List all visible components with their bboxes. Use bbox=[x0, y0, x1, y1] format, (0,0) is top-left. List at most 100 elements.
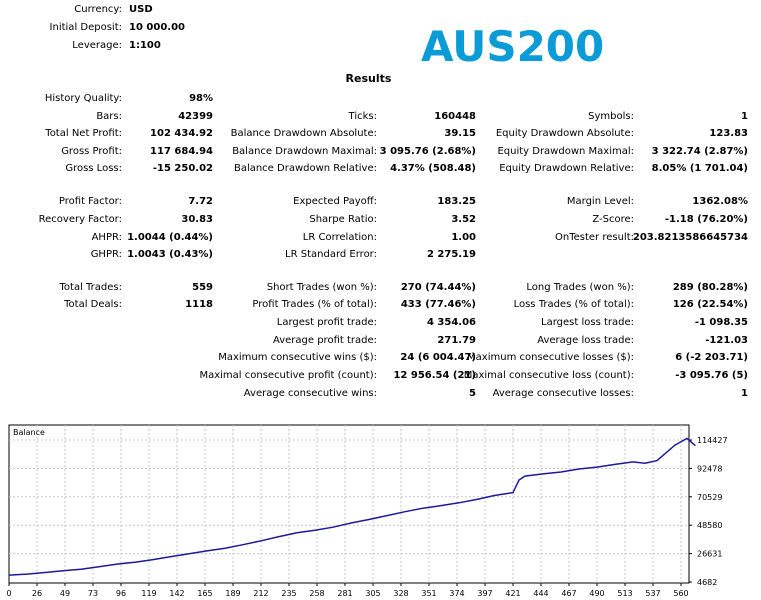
balance-series-line bbox=[8, 437, 696, 576]
results-title: Results bbox=[345, 72, 392, 85]
col1-row-7-value: 1.0044 (0.44%) bbox=[127, 232, 213, 243]
col2-row-3-value: 4.37% (508.48) bbox=[390, 163, 476, 174]
col3-row-11-label: Maximum consecutive losses ($): bbox=[467, 352, 634, 363]
col3-row-9-label: Largest loss trade: bbox=[541, 317, 634, 328]
col3-row-2-value: 3 322.74 (2.87%) bbox=[651, 146, 748, 157]
y-tick-label: 26631 bbox=[697, 550, 722, 559]
col2-row-4-label: Expected Payoff: bbox=[293, 196, 377, 207]
header-field-2-label: Leverage: bbox=[72, 40, 122, 51]
col3-row-13-label: Average consecutive losses: bbox=[492, 388, 634, 399]
col3-row-5-label: Z-Score: bbox=[592, 214, 634, 225]
y-tick-label: 48580 bbox=[697, 521, 722, 530]
col3-row-8-label: Loss Trades (% of total): bbox=[513, 299, 634, 310]
x-tick-label: 490 bbox=[589, 589, 604, 598]
y-tick-label: 70529 bbox=[697, 493, 722, 502]
x-tick-label: 374 bbox=[449, 589, 464, 598]
col3-row-6-value: 203.8213586645734 bbox=[632, 232, 748, 243]
x-tick-label: 49 bbox=[60, 589, 70, 598]
col1-row-5-label: Profit Factor: bbox=[58, 196, 122, 207]
col2-row-1-label: Balance Drawdown Absolute: bbox=[230, 128, 377, 139]
y-tick-label: 114427 bbox=[697, 436, 728, 445]
col3-row-10-value: -121.03 bbox=[705, 335, 748, 346]
col2-row-7-value: 2 275.19 bbox=[426, 249, 476, 260]
col3-row-13-value: 1 bbox=[741, 388, 748, 399]
col1-row-0-label: History Quality: bbox=[44, 93, 122, 104]
x-tick-label: 351 bbox=[421, 589, 436, 598]
col2-row-7-label: LR Standard Error: bbox=[285, 249, 377, 260]
col3-row-3-value: 8.05% (1 701.04) bbox=[651, 163, 748, 174]
col1-row-9-value: 559 bbox=[192, 282, 213, 293]
x-tick-label: 560 bbox=[673, 589, 688, 598]
col2-row-9-label: Profit Trades (% of total): bbox=[252, 299, 377, 310]
x-tick-label: 119 bbox=[141, 589, 156, 598]
col2-row-8-label: Short Trades (won %): bbox=[266, 282, 377, 293]
x-tick-label: 73 bbox=[88, 589, 98, 598]
x-tick-label: 212 bbox=[253, 589, 268, 598]
y-tick-label: 4682 bbox=[697, 578, 717, 587]
col2-row-14-label: Average consecutive wins: bbox=[243, 388, 377, 399]
header-field-0-label: Currency: bbox=[74, 4, 122, 15]
col2-row-12-label: Maximum consecutive wins ($): bbox=[218, 352, 377, 363]
col1-row-5-value: 7.72 bbox=[188, 196, 213, 207]
x-tick-label: 235 bbox=[281, 589, 296, 598]
col2-row-11-label: Average profit trade: bbox=[272, 335, 377, 346]
col3-row-8-value: 126 (22.54%) bbox=[672, 299, 748, 310]
x-tick-label: 444 bbox=[533, 589, 548, 598]
col2-row-0-label: Ticks: bbox=[348, 111, 377, 122]
col2-row-5-label: Sharpe Ratio: bbox=[309, 214, 377, 225]
col1-row-4-value: -15 250.02 bbox=[152, 163, 213, 174]
header-field-0-value: USD bbox=[129, 4, 153, 15]
col3-row-10-label: Average loss trade: bbox=[537, 335, 634, 346]
col2-row-3-label: Balance Drawdown Relative: bbox=[233, 163, 377, 174]
col3-row-4-value: 1362.08% bbox=[692, 196, 748, 207]
col1-row-10-label: Total Deals: bbox=[64, 299, 122, 310]
col2-row-13-label: Maximal consecutive profit (count): bbox=[199, 370, 377, 381]
legend-label-balance: Balance bbox=[13, 428, 45, 437]
col2-row-1-value: 39.15 bbox=[444, 128, 476, 139]
col1-row-7-label: AHPR: bbox=[91, 232, 122, 243]
header-field-2-value: 1:100 bbox=[129, 40, 161, 51]
col1-row-0-value: 98% bbox=[189, 93, 213, 104]
col2-row-4-value: 183.25 bbox=[437, 196, 476, 207]
col1-row-2-value: 102 434.92 bbox=[150, 128, 213, 139]
x-tick-label: 513 bbox=[617, 589, 632, 598]
col1-row-1-value: 42399 bbox=[178, 111, 213, 122]
x-tick-label: 305 bbox=[365, 589, 380, 598]
col2-row-8-value: 270 (74.44%) bbox=[400, 282, 476, 293]
y-tick-label: 92478 bbox=[697, 464, 722, 473]
x-tick-label: 281 bbox=[337, 589, 352, 598]
col1-row-3-label: Gross Profit: bbox=[61, 146, 122, 157]
col3-row-0-value: 1 bbox=[741, 111, 748, 122]
col1-row-10-value: 1118 bbox=[185, 299, 213, 310]
col3-row-1-label: Equity Drawdown Absolute: bbox=[495, 128, 634, 139]
col3-row-7-value: 289 (80.28%) bbox=[672, 282, 748, 293]
col2-row-2-value: 3 095.76 (2.68%) bbox=[379, 146, 476, 157]
col3-row-4-label: Margin Level: bbox=[566, 196, 634, 207]
col1-row-8-label: GHPR: bbox=[90, 249, 122, 260]
col1-row-6-value: 30.83 bbox=[181, 214, 213, 225]
col2-row-10-label: Largest profit trade: bbox=[276, 317, 377, 328]
x-tick-label: 421 bbox=[505, 589, 520, 598]
col1-row-9-label: Total Trades: bbox=[59, 282, 123, 293]
col3-row-3-label: Equity Drawdown Relative: bbox=[499, 163, 634, 174]
col2-row-14-value: 5 bbox=[469, 388, 476, 399]
symbol-title: AUS200 bbox=[421, 22, 605, 71]
x-tick-label: 258 bbox=[309, 589, 324, 598]
col3-row-6-label: OnTester result: bbox=[554, 232, 634, 243]
x-tick-label: 26 bbox=[32, 589, 42, 598]
x-tick-label: 328 bbox=[393, 589, 408, 598]
col1-row-3-value: 117 684.94 bbox=[150, 146, 213, 157]
col3-row-5-value: -1.18 (76.20%) bbox=[664, 214, 748, 225]
col1-row-6-label: Recovery Factor: bbox=[38, 214, 122, 225]
x-tick-label: 142 bbox=[169, 589, 184, 598]
header-field-1-value: 10 000.00 bbox=[129, 22, 185, 33]
col2-row-2-label: Balance Drawdown Maximal: bbox=[232, 146, 377, 157]
col2-row-11-value: 271.79 bbox=[437, 335, 476, 346]
col2-row-12-value: 24 (6 004.47) bbox=[400, 352, 476, 363]
col1-row-2-label: Total Net Profit: bbox=[45, 128, 122, 139]
col2-row-0-value: 160448 bbox=[434, 111, 476, 122]
x-tick-label: 96 bbox=[116, 589, 126, 598]
col1-row-1-label: Bars: bbox=[96, 111, 122, 122]
x-tick-label: 537 bbox=[645, 589, 660, 598]
col3-row-11-value: 6 (-2 203.71) bbox=[675, 352, 748, 363]
